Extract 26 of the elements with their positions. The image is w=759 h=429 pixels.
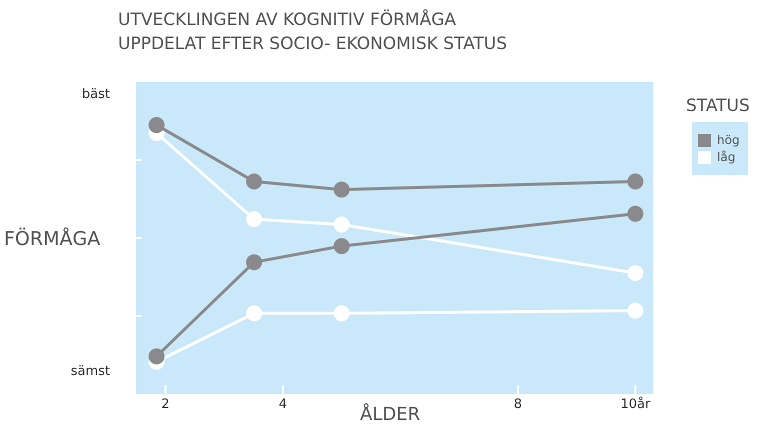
- x-tick-label: 10år: [620, 396, 651, 412]
- point: [334, 238, 350, 254]
- chart-title: UTVECKLINGEN AV KOGNITIV FÖRMÅGA UPPDELAT EFTER SOCIO- EKONOMISK STATUS: [118, 8, 507, 56]
- x-axis-title: ÅLDER: [360, 404, 420, 425]
- point: [246, 211, 262, 228]
- point: [627, 264, 644, 281]
- point: [246, 254, 262, 270]
- legend-label: låg: [717, 150, 736, 164]
- point: [246, 174, 262, 190]
- point: [627, 174, 644, 190]
- point: [246, 305, 262, 322]
- legend-label: hög: [717, 133, 740, 147]
- x-tick-label: 2: [161, 397, 170, 412]
- x-tick-label: 8: [514, 397, 522, 412]
- point: [148, 348, 165, 364]
- x-tick-label: 4: [278, 397, 288, 412]
- point: [627, 206, 644, 222]
- y-axis-title: FÖRMÅGA: [4, 228, 100, 250]
- point: [334, 216, 350, 233]
- point: [627, 302, 644, 319]
- point: [334, 182, 350, 198]
- point: [334, 305, 350, 322]
- point: [148, 117, 165, 134]
- text: sämst: [70, 364, 110, 379]
- text: bäst: [82, 87, 110, 102]
- legend-title: STATUS: [686, 96, 750, 116]
